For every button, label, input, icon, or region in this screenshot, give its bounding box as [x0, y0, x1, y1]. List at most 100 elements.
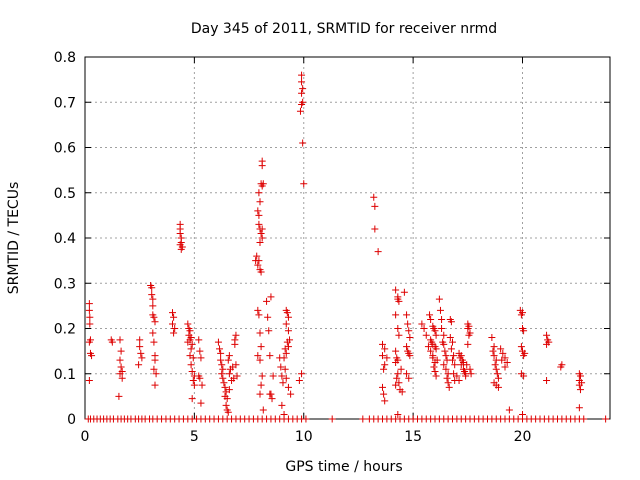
- grid-lines: [85, 57, 610, 419]
- data-point: [418, 320, 426, 328]
- data-point: [405, 374, 413, 382]
- data-point: [223, 395, 231, 403]
- y-tick-label: 0.3: [54, 276, 76, 292]
- data-point: [151, 318, 159, 326]
- data-point: [263, 297, 271, 305]
- data-point: [440, 361, 448, 369]
- data-point: [432, 345, 440, 353]
- data-point: [256, 356, 264, 364]
- data-point: [253, 252, 261, 260]
- data-point: [465, 331, 473, 339]
- data-point: [489, 347, 497, 355]
- data-point: [149, 329, 157, 337]
- data-point: [602, 415, 610, 423]
- data-point: [457, 352, 465, 360]
- data-point: [283, 338, 291, 346]
- data-point: [116, 370, 124, 378]
- data-point: [117, 363, 125, 371]
- data-point: [255, 257, 263, 265]
- data-point: [379, 340, 386, 348]
- data-point: [176, 229, 184, 237]
- x-axis-label: GPS time / hours: [285, 459, 402, 475]
- data-point: [255, 211, 263, 219]
- data-point: [403, 311, 411, 319]
- data-point: [196, 347, 204, 355]
- data-point: [450, 352, 458, 360]
- data-point: [214, 338, 222, 346]
- data-point: [170, 329, 178, 337]
- data-point: [266, 390, 274, 398]
- data-point: [392, 286, 400, 294]
- data-point: [218, 361, 226, 369]
- data-point: [225, 352, 233, 360]
- data-point: [464, 325, 472, 332]
- data-point: [429, 354, 437, 362]
- data-point: [255, 220, 263, 228]
- data-point: [148, 284, 156, 292]
- y-tick-label: 0.6: [54, 141, 76, 157]
- data-point: [462, 372, 470, 380]
- y-tick-label: 0.7: [54, 95, 76, 111]
- data-point: [298, 78, 306, 86]
- data-point: [217, 349, 225, 357]
- data-point: [151, 381, 159, 389]
- data-point: [501, 363, 509, 371]
- y-tick-label: 0: [67, 412, 76, 428]
- data-point: [85, 300, 93, 308]
- data-point: [187, 345, 195, 353]
- data-point: [86, 320, 94, 328]
- data-point: [171, 325, 179, 332]
- data-point: [196, 374, 204, 382]
- data-point: [135, 361, 143, 369]
- data-point: [298, 101, 306, 109]
- data-point: [295, 377, 303, 385]
- data-point: [501, 354, 509, 362]
- data-point: [220, 379, 228, 387]
- data-point: [520, 372, 528, 380]
- data-point: [284, 383, 292, 391]
- data-point: [449, 356, 456, 364]
- data-point: [190, 381, 198, 389]
- data-point: [447, 345, 455, 353]
- y-tick-label: 0.5: [54, 186, 76, 202]
- data-point: [221, 383, 229, 391]
- data-point: [117, 347, 125, 355]
- data-point: [256, 239, 264, 247]
- data-point: [258, 234, 266, 242]
- data-point: [397, 365, 405, 373]
- data-point: [392, 381, 400, 389]
- data-point: [184, 338, 192, 346]
- data-point: [441, 347, 449, 355]
- data-point: [394, 410, 402, 418]
- data-point: [85, 338, 93, 346]
- data-point: [152, 370, 160, 378]
- data-point: [186, 327, 194, 335]
- data-point: [169, 309, 176, 317]
- data-point: [296, 107, 304, 115]
- data-point: [256, 198, 264, 206]
- data-point: [299, 85, 307, 93]
- data-point: [148, 291, 156, 299]
- x-tick-label: 20: [514, 429, 532, 445]
- data-point: [151, 356, 159, 364]
- data-point: [302, 415, 310, 423]
- data-point: [268, 395, 276, 403]
- data-point: [503, 358, 511, 366]
- data-point: [430, 363, 438, 371]
- data-point: [370, 193, 378, 201]
- data-point: [118, 374, 126, 382]
- data-point: [580, 415, 588, 423]
- data-point: [278, 401, 286, 409]
- data-point: [282, 349, 290, 357]
- data-point: [280, 410, 288, 418]
- data-point: [438, 315, 446, 323]
- data-point: [224, 408, 232, 416]
- data-point: [218, 370, 226, 378]
- data-point: [449, 338, 456, 346]
- data-point: [282, 320, 290, 328]
- data-point: [392, 358, 400, 366]
- data-point: [189, 354, 197, 362]
- data-point: [440, 331, 448, 339]
- data-point: [517, 311, 525, 319]
- data-point: [494, 383, 502, 391]
